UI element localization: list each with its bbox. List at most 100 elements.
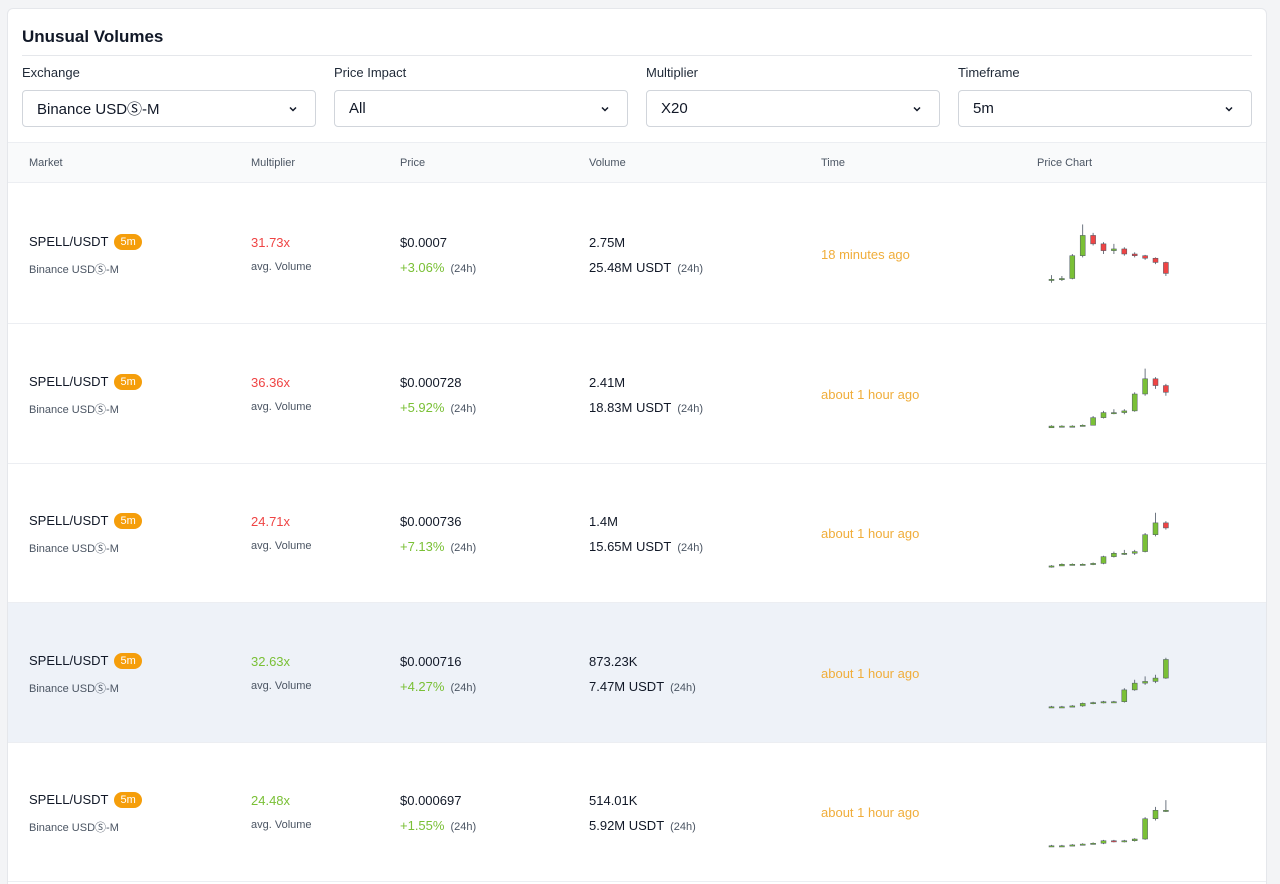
- timeframe-badge: 5m: [114, 373, 142, 390]
- candle-up: [1079, 702, 1086, 706]
- candle-up: [1069, 563, 1076, 566]
- filter-multiplier: Multiplier X20: [646, 66, 940, 189]
- exchange-select[interactable]: Binance USDⓈ-M: [22, 90, 316, 127]
- candle-down: [1100, 243, 1107, 251]
- volume-24h-value: 18.83M USDT: [589, 399, 672, 415]
- unusual-volumes-panel: Unusual Volumes Exchange Binance USDⓈ-M …: [7, 8, 1267, 884]
- candle-down: [1152, 257, 1159, 263]
- filter-price-impact: Price Impact All: [334, 66, 628, 189]
- candle-up: [1059, 845, 1065, 848]
- market-cell: SPELL/USDT 5m: [29, 513, 142, 529]
- exchange-select-value: Binance USDⓈ-M: [37, 101, 160, 118]
- avg-volume-label: avg. Volume: [251, 540, 312, 552]
- market-pair[interactable]: SPELL/USDT: [29, 513, 109, 528]
- market-exchange: Binance USDⓈ-M: [29, 264, 119, 276]
- price-sparkline-chart: [1048, 800, 1169, 848]
- candle-down: [1121, 248, 1128, 255]
- price-value: $0.000716: [400, 653, 462, 669]
- timeframe-badge: 5m: [114, 513, 142, 529]
- timeframe-badge: 5m: [114, 234, 142, 250]
- candle-up: [1121, 840, 1128, 843]
- price-change: +5.92% (24h): [400, 400, 476, 415]
- multiplier-value: 24.48x: [251, 793, 291, 808]
- candle-up: [1048, 279, 1055, 281]
- candle-up: [1152, 522, 1159, 535]
- market-cell: SPELL/USDT 5m: [29, 234, 142, 250]
- price-change-value: +4.27%: [400, 678, 445, 694]
- price-sparkline-chart: [1048, 657, 1169, 708]
- volume-24h: 5.92M USDT (24h): [589, 818, 696, 833]
- candle-up: [1079, 843, 1086, 846]
- volume-value: 1.4M: [589, 514, 618, 529]
- chevron-down-icon: [289, 106, 297, 112]
- candle-up: [1048, 706, 1055, 708]
- multiplier-select[interactable]: X20: [646, 90, 940, 127]
- volume-24h: 25.48M USDT (24h): [589, 260, 703, 275]
- table-row[interactable]: SPELL/USDT 5m Binance USDⓈ-M 31.73x avg. …: [8, 184, 1266, 324]
- filter-label: Exchange: [22, 65, 80, 80]
- candle-up: [1059, 706, 1065, 708]
- candle-up: [1059, 278, 1065, 280]
- candle-up: [1111, 700, 1117, 703]
- candle-up: [1079, 424, 1086, 427]
- time-ago: about 1 hour ago: [821, 665, 920, 681]
- market-pair[interactable]: SPELL/USDT: [29, 234, 109, 249]
- price-value: $0.000736: [400, 514, 462, 529]
- column-header-price-chart: Price Chart: [1037, 157, 1093, 169]
- candle-up: [1069, 255, 1076, 279]
- candle-up: [1069, 425, 1076, 428]
- candle-up: [1152, 810, 1159, 820]
- period-label: (24h): [670, 681, 696, 694]
- volume-24h: 15.65M USDT (24h): [589, 539, 703, 554]
- table-row[interactable]: SPELL/USDT 5m Binance USDⓈ-M 36.36x avg. …: [8, 324, 1266, 464]
- column-header-time[interactable]: Time: [821, 157, 846, 169]
- volume-24h-value: 7.47M USDT: [589, 678, 665, 694]
- market-cell: SPELL/USDT 5m: [29, 373, 142, 390]
- candle-up: [1090, 563, 1096, 565]
- candle-up: [1100, 700, 1107, 703]
- volume-24h-value: 15.65M USDT: [589, 539, 672, 554]
- timeframe-badge: 5m: [114, 792, 142, 808]
- price-change-value: +7.13%: [400, 539, 445, 554]
- price-sparkline-chart: [1048, 224, 1169, 283]
- candle-up: [1100, 411, 1107, 418]
- candle-up: [1142, 680, 1148, 683]
- market-cell: SPELL/USDT 5m: [29, 652, 142, 669]
- candle-up: [1131, 393, 1138, 411]
- candle-up: [1090, 842, 1096, 845]
- candle-up: [1048, 845, 1055, 848]
- column-header-price[interactable]: Price: [400, 157, 426, 169]
- table-row[interactable]: SPELL/USDT 5m Binance USDⓈ-M 24.71x avg. …: [8, 463, 1266, 603]
- table-row[interactable]: SPELL/USDT 5m Binance USDⓈ-M 24.48x avg. …: [8, 742, 1266, 882]
- candle-up: [1152, 677, 1159, 682]
- market-pair[interactable]: SPELL/USDT: [29, 652, 109, 668]
- market-pair[interactable]: SPELL/USDT: [29, 373, 109, 389]
- volume-24h-value: 5.92M USDT: [589, 818, 665, 833]
- candle-up: [1079, 235, 1086, 256]
- timeframe-select-value: 5m: [973, 100, 994, 117]
- period-label: (24h): [677, 263, 704, 275]
- table-row[interactable]: SPELL/USDT 5m Binance USDⓈ-M 32.63x avg. …: [8, 602, 1266, 743]
- price-sparkline-chart: [1048, 368, 1169, 428]
- candle-up: [1163, 658, 1169, 678]
- candle-down: [1131, 253, 1138, 256]
- price-change-value: +3.06%: [400, 260, 445, 275]
- period-label: (24h): [450, 263, 477, 275]
- period-label: (24h): [677, 542, 704, 554]
- volume-24h-value: 25.48M USDT: [589, 260, 672, 275]
- volume-value: 2.41M: [589, 374, 626, 390]
- column-header-multiplier[interactable]: Multiplier: [251, 157, 296, 169]
- timeframe-badge: 5m: [114, 652, 142, 669]
- column-header-volume[interactable]: Volume: [589, 157, 626, 169]
- price-sparkline-chart: [1048, 512, 1169, 568]
- column-header-market[interactable]: Market: [29, 157, 63, 169]
- timeframe-select[interactable]: 5m: [958, 90, 1252, 127]
- candle-up: [1090, 416, 1096, 425]
- candle-up: [1069, 705, 1076, 707]
- price-impact-select[interactable]: All: [334, 90, 628, 127]
- market-pair[interactable]: SPELL/USDT: [29, 792, 109, 807]
- candle-up: [1121, 689, 1128, 702]
- candle-down: [1163, 384, 1169, 393]
- avg-volume-label: avg. Volume: [251, 819, 312, 831]
- candle-up: [1131, 682, 1138, 690]
